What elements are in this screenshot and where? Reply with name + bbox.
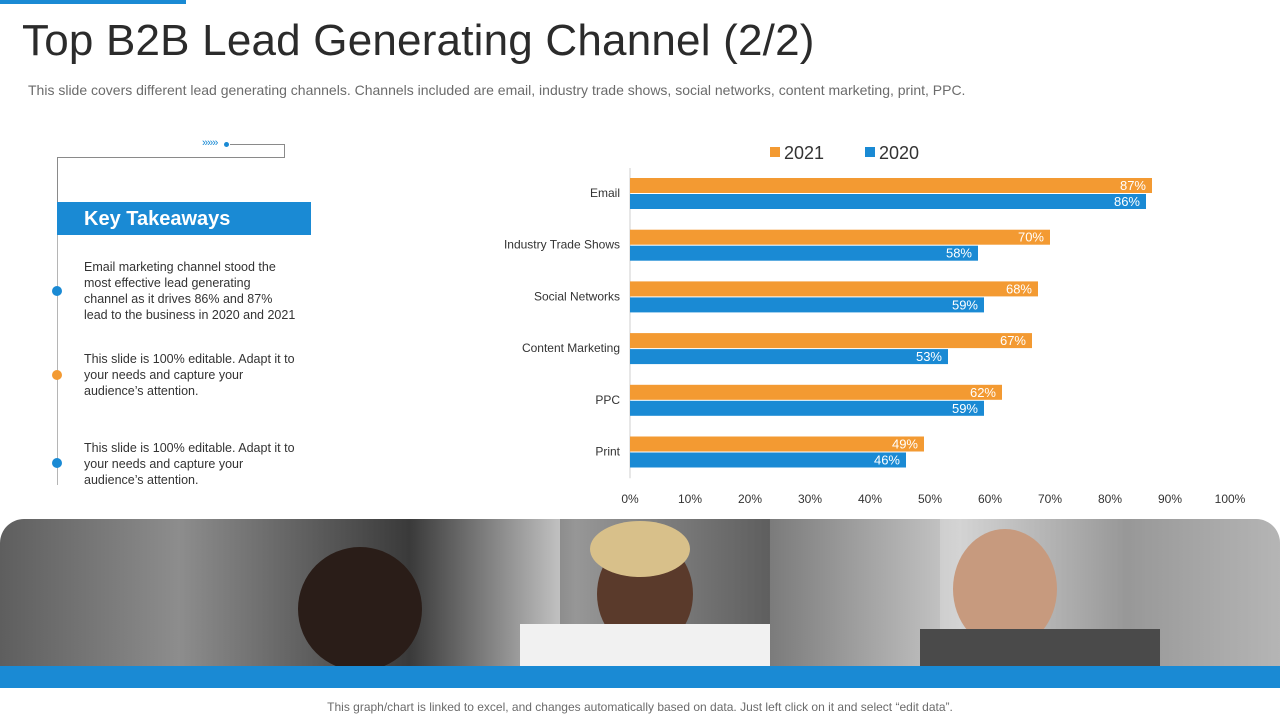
category-label: Print (595, 445, 620, 459)
bar-2020 (630, 297, 984, 313)
x-tick-label: 0% (621, 492, 639, 505)
bar-2021 (630, 436, 924, 452)
legend-swatch-2021 (770, 147, 780, 157)
person-right-shirt (920, 629, 1160, 669)
bar-chart[interactable]: 2021 2020 Email 87%86% Industry Trade Shows 7… (470, 135, 1260, 505)
connector-right-line (284, 144, 285, 158)
bar-2021 (630, 229, 1050, 245)
chevrons-icon: »»» (202, 137, 218, 149)
data-label: 67% (1000, 333, 1026, 348)
person-middle-hair (590, 521, 690, 577)
category-label: PPC (595, 393, 620, 407)
data-label: 59% (952, 297, 978, 312)
footer-note: This graph/chart is linked to excel, and… (327, 700, 953, 714)
takeaway-item: Email marketing channel stood the most e… (84, 260, 296, 322)
x-tick-label: 80% (1098, 492, 1122, 505)
data-label: 68% (1006, 281, 1032, 296)
takeaway-item: This slide is 100% editable. Adapt it to… (84, 441, 295, 487)
data-label: 46% (874, 453, 900, 468)
legend-label-2021: 2021 (784, 143, 824, 163)
key-takeaways-header: Key Takeaways (57, 202, 311, 235)
bottom-blue-band (0, 666, 1280, 688)
striped-shirt (520, 624, 770, 669)
category-label: Email (590, 186, 620, 200)
bar-2021 (630, 333, 1032, 349)
top-accent-bar (0, 0, 186, 4)
timeline-dot (52, 458, 62, 468)
legend-label-2020: 2020 (879, 143, 919, 163)
page-subtitle: This slide covers different lead generat… (28, 82, 966, 98)
data-label: 87% (1120, 178, 1146, 193)
data-label: 62% (970, 385, 996, 400)
x-tick-label: 70% (1038, 492, 1062, 505)
data-label: 86% (1114, 194, 1140, 209)
x-tick-label: 30% (798, 492, 822, 505)
category-label: Content Marketing (522, 341, 620, 355)
timeline-dot (52, 370, 62, 380)
arrow-dot (224, 142, 229, 147)
bar-2020 (630, 349, 948, 365)
data-label: 59% (952, 401, 978, 416)
x-tick-label: 20% (738, 492, 762, 505)
takeaway-item: This slide is 100% editable. Adapt it to… (84, 352, 295, 398)
category-label: Industry Trade Shows (504, 238, 620, 252)
connector-top-line (230, 144, 285, 145)
bar-2020 (630, 452, 906, 468)
connector-vertical-line (57, 157, 58, 203)
data-label: 70% (1018, 230, 1044, 245)
bar-2021 (630, 384, 1002, 400)
bar-2021 (630, 178, 1152, 193)
data-label: 58% (946, 246, 972, 261)
x-tick-label: 100% (1215, 492, 1246, 505)
data-label: 53% (916, 349, 942, 364)
data-label: 49% (892, 437, 918, 452)
timeline-dot (52, 286, 62, 296)
x-tick-label: 60% (978, 492, 1002, 505)
category-label: Social Networks (534, 289, 620, 303)
person-right (953, 529, 1057, 649)
legend-swatch-2020 (865, 147, 875, 157)
photo-illustration (298, 519, 1280, 669)
bar-2020 (630, 194, 1146, 209)
connector-horizontal-line (57, 157, 285, 158)
x-tick-label: 50% (918, 492, 942, 505)
page-title: Top B2B Lead Generating Channel (2/2) (22, 16, 815, 65)
bar-2020 (630, 400, 984, 416)
bar-2020 (630, 245, 978, 261)
person-left (298, 547, 422, 669)
x-tick-label: 10% (678, 492, 702, 505)
timeline-line (57, 235, 58, 485)
x-tick-label: 40% (858, 492, 882, 505)
x-tick-label: 90% (1158, 492, 1182, 505)
team-photo (0, 519, 1280, 669)
bar-2021 (630, 281, 1038, 297)
